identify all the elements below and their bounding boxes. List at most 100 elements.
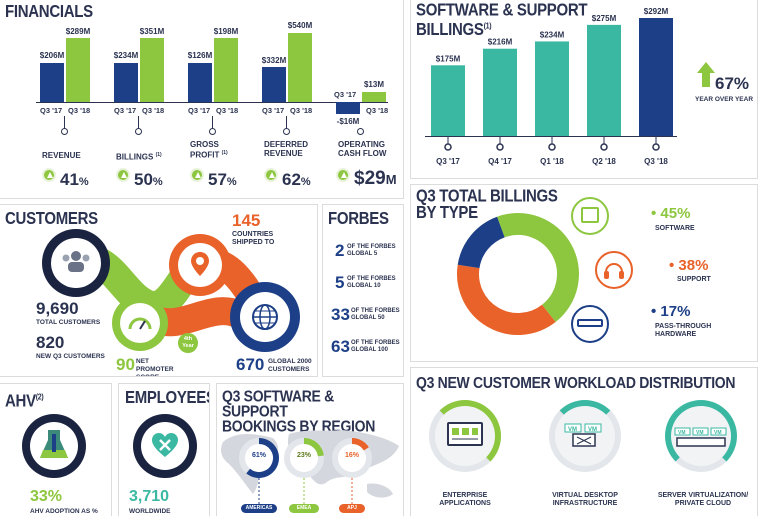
employees-title: EMPLOYEES	[125, 387, 210, 408]
billings-dot-1	[496, 143, 504, 151]
billings-bar-2	[535, 41, 569, 136]
billings-dot	[135, 128, 142, 135]
billings-dot-4	[652, 143, 660, 151]
billings-value-4: $292M	[644, 7, 669, 16]
cash-flow-q17-bar	[336, 102, 360, 114]
deferred-revenue-dot	[283, 128, 290, 135]
deferred-revenue-q17-label: Q3 '17	[262, 106, 285, 115]
billings-q17-value: $234M	[113, 51, 139, 60]
billings-value-3: $275M	[592, 14, 617, 23]
gross-profit-metric-label: GROSS PROFIT (1)	[190, 140, 228, 160]
people-icon	[60, 249, 92, 275]
billings-q18-bar	[140, 38, 164, 102]
global-2000-value: 670	[236, 355, 265, 374]
growth-arrow-stem	[702, 73, 710, 87]
forbes-title: FORBES	[328, 208, 389, 229]
gross-profit-q18-bar	[214, 38, 238, 102]
forbes-row-1-label: OF THE FORBES GLOBAL 10	[347, 276, 396, 289]
billings-metric-label: BILLINGS (1)	[116, 152, 162, 162]
region-label-1: EMEA	[289, 504, 319, 513]
vdi-label: VIRTUAL DESKTOP INFRASTRUCTURE	[552, 492, 618, 507]
revenue-q18-label: Q3 '18	[68, 106, 91, 115]
region-label-0: AMERICAS	[241, 504, 277, 513]
total-customers-label: TOTAL CUSTOMERS	[36, 319, 101, 326]
billings-bar-1	[483, 48, 517, 137]
software-circle	[571, 197, 609, 235]
billings-bar-3	[587, 24, 621, 136]
forbes-row-0-value: 2	[335, 241, 345, 260]
billings-bar-0	[431, 65, 465, 136]
server-icon	[577, 319, 603, 327]
deferred-revenue-metric-label: DEFERRED REVENUE	[264, 140, 309, 158]
financials-panel: FINANCIALS $206M $289M Q3 '17 Q3 '18 $23…	[0, 0, 404, 199]
billing-type-panel: Q3 TOTAL BILLINGS BY TYPE • 45% SOFTWARE…	[410, 184, 758, 362]
cash-flow-q17-value: -$16M	[336, 117, 360, 126]
revenue-q18-bar	[66, 38, 90, 102]
billings-q18-label: Q3 '18	[142, 106, 165, 115]
cash-flow-dot	[357, 128, 364, 135]
heart-x-icon	[151, 432, 179, 460]
billings-bar-4	[639, 18, 673, 136]
revenue-connector	[64, 116, 65, 132]
region-label-2: APJ	[339, 504, 365, 513]
growth-label: YEAR OVER YEAR	[695, 96, 754, 103]
vdi-monitor-icon: VM VM	[563, 422, 607, 448]
cash-flow-q18-bar	[362, 92, 386, 102]
region-donut-arc-1	[303, 438, 324, 457]
billings-q17-label: Q3 '17	[114, 106, 137, 115]
region-pct-2: 16%	[344, 452, 359, 459]
financials-title: FINANCIALS	[5, 1, 93, 22]
region-panel: Q3 SOFTWARE & SUPPORT BOOKINGS BY REGION…	[216, 383, 404, 516]
ahv-label: AHV ADOPTION AS %	[30, 508, 98, 515]
forbes-row-3-value: 63	[331, 337, 350, 356]
deferred-revenue-q18-bar	[288, 33, 312, 102]
gross-profit-pct: 57%	[208, 170, 237, 189]
billings-label-2: Q1 '18	[540, 157, 564, 166]
deferred-revenue-q18-value: $540M	[287, 21, 313, 30]
deferred-revenue-up-arrow-icon	[264, 168, 278, 182]
financials-axis	[36, 102, 388, 103]
software-pct: • 45%	[651, 205, 691, 222]
billings-label-3: Q2 '18	[592, 157, 616, 166]
billings-label-0: Q3 '17	[436, 157, 460, 166]
forbes-row-1-value: 5	[335, 273, 345, 292]
hardware-label: PASS-THROUGH HARDWARE	[655, 323, 712, 338]
support-circle	[595, 251, 633, 289]
billings-q17-bar	[114, 63, 138, 102]
revenue-q18-value: $289M	[65, 27, 91, 36]
deferred-revenue-pct: 62%	[282, 170, 311, 189]
gauge-icon	[128, 313, 152, 331]
cash-flow-q18-value: $13M	[363, 80, 384, 89]
server-virt-icon: VM VM VM	[673, 426, 729, 448]
total-customers-value: 9,690	[36, 299, 79, 318]
software-icon	[581, 207, 599, 223]
billings-dot-0	[444, 143, 452, 151]
ahv-title: AHV(2)	[5, 391, 44, 411]
revenue-metric-label: REVENUE	[42, 151, 81, 160]
billings-value-0: $175M	[436, 54, 461, 63]
gross-profit-q18-label: Q3 '18	[216, 106, 239, 115]
billings-title: SOFTWARE & SUPPORT BILLINGS(1)	[416, 0, 588, 40]
billings-dot-2	[548, 143, 556, 151]
gross-profit-up-arrow-icon	[190, 168, 204, 182]
billings-panel: SOFTWARE & SUPPORT BILLINGS(1) $175M Q3 '…	[410, 0, 758, 179]
global-2000-label: GLOBAL 2000 CUSTOMERS	[268, 358, 312, 373]
revenue-q17-value: $206M	[39, 51, 65, 60]
cash-flow-q17-label: Q3 '17	[334, 90, 357, 99]
billings-chart: $175M Q3 '17 $216M Q4 '17 $234M Q1 '18 $275M Q2…	[425, 7, 677, 166]
billings-pct: 50%	[134, 170, 163, 189]
forbes-row-2-label: OF THE FORBES GLOBAL 50	[351, 308, 400, 321]
countries-label: COUNTRIES SHIPPED TO	[232, 231, 275, 246]
gross-profit-dot	[209, 128, 216, 135]
server-vm-label-0: VM	[678, 430, 686, 436]
deferred-revenue-connector	[286, 116, 287, 132]
region-pct-0: 61%	[251, 452, 266, 459]
nps-value: 90	[116, 355, 135, 374]
support-label: SUPPORT	[677, 276, 711, 283]
employees-value: 3,710	[129, 488, 170, 505]
new-customers-label: NEW Q3 CUSTOMERS	[36, 353, 105, 360]
server-vm-label-2: VM	[714, 430, 722, 436]
growth-pct: 67%	[715, 74, 750, 93]
globe-icon	[251, 303, 279, 331]
new-customers-value: 820	[36, 333, 65, 352]
